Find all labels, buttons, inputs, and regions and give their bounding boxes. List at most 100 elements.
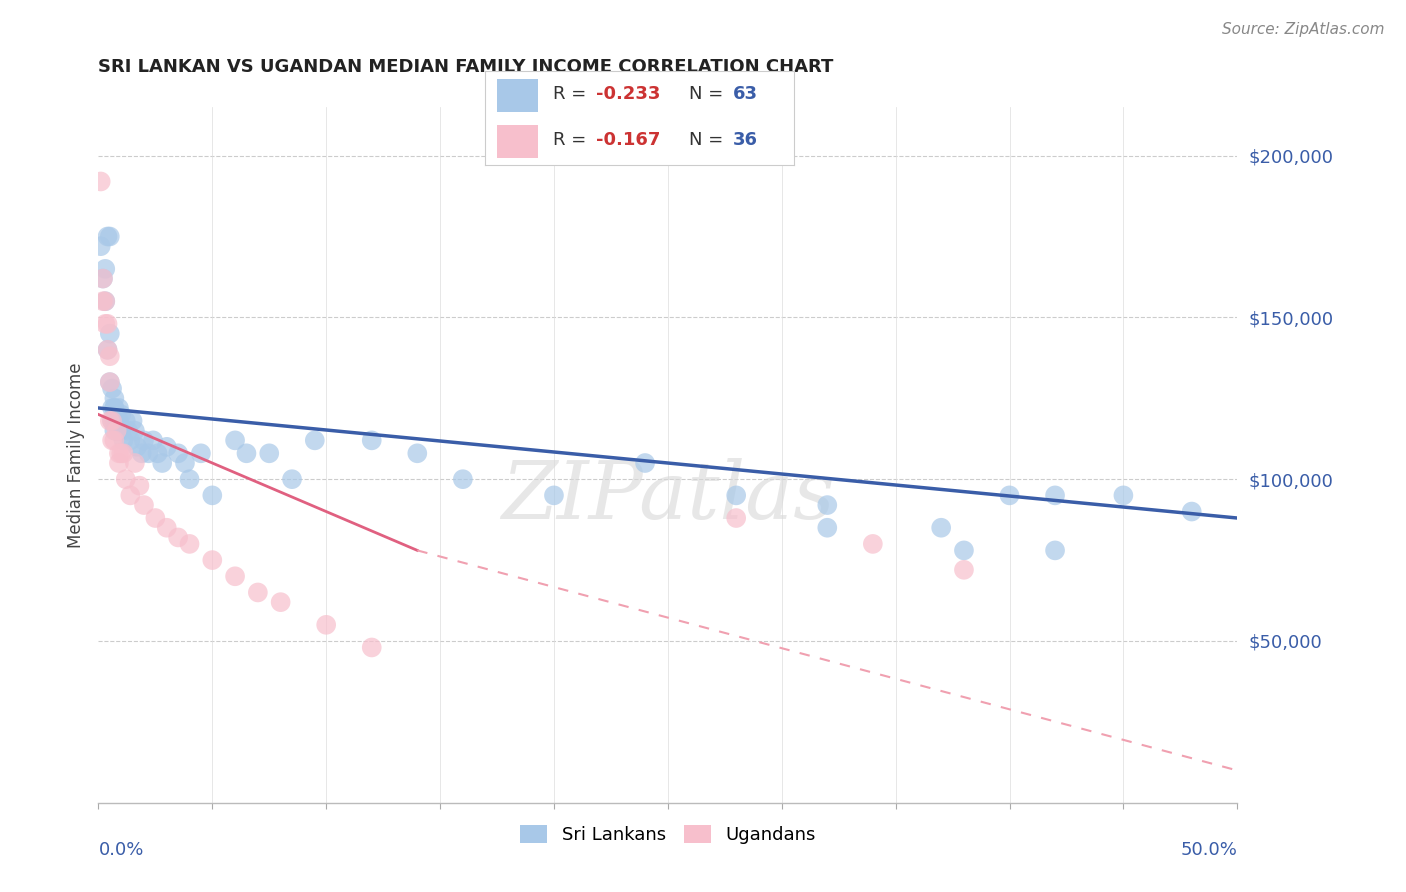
Sri Lankans — [281, 472, 304, 486]
Sri Lankans — [103, 424, 125, 438]
Text: 63: 63 — [733, 85, 758, 103]
Ugandans — [124, 456, 146, 470]
Ugandans — [91, 294, 114, 309]
Sri Lankans — [174, 456, 197, 470]
Legend: Sri Lankans, Ugandans: Sri Lankans, Ugandans — [510, 815, 825, 853]
Ugandans — [105, 424, 128, 438]
Text: 36: 36 — [733, 131, 758, 149]
Sri Lankans — [201, 488, 224, 502]
Sri Lankans — [360, 434, 382, 448]
Sri Lankans — [108, 414, 131, 428]
Ugandans — [315, 617, 337, 632]
Sri Lankans — [101, 382, 124, 396]
Ugandans — [98, 414, 121, 428]
Sri Lankans — [98, 326, 121, 341]
Ugandans — [270, 595, 292, 609]
Sri Lankans — [96, 343, 118, 357]
Ugandans — [98, 349, 121, 363]
Sri Lankans — [108, 401, 131, 415]
Text: -0.167: -0.167 — [596, 131, 661, 149]
Sri Lankans — [103, 401, 125, 415]
Sri Lankans — [108, 424, 131, 438]
Sri Lankans — [101, 414, 124, 428]
Sri Lankans — [110, 424, 132, 438]
Ugandans — [94, 317, 117, 331]
Text: R =: R = — [553, 131, 592, 149]
Sri Lankans — [406, 446, 429, 460]
Sri Lankans — [114, 414, 136, 428]
Ugandans — [145, 511, 167, 525]
Ugandans — [156, 521, 179, 535]
Sri Lankans — [451, 472, 474, 486]
Ugandans — [103, 434, 125, 448]
Sri Lankans — [156, 440, 179, 454]
Text: 0.0%: 0.0% — [98, 841, 143, 859]
Ugandans — [90, 174, 112, 188]
Ugandans — [725, 511, 748, 525]
Sri Lankans — [1043, 488, 1066, 502]
Text: SRI LANKAN VS UGANDAN MEDIAN FAMILY INCOME CORRELATION CHART: SRI LANKAN VS UGANDAN MEDIAN FAMILY INCO… — [98, 58, 834, 77]
Text: N =: N = — [689, 85, 730, 103]
Sri Lankans — [103, 401, 125, 415]
Ugandans — [224, 569, 246, 583]
Sri Lankans — [142, 434, 165, 448]
Sri Lankans — [190, 446, 212, 460]
Sri Lankans — [132, 434, 155, 448]
Sri Lankans — [120, 434, 142, 448]
Ugandans — [94, 294, 117, 309]
Text: R =: R = — [553, 85, 592, 103]
Sri Lankans — [235, 446, 257, 460]
Sri Lankans — [304, 434, 326, 448]
Sri Lankans — [953, 543, 976, 558]
Sri Lankans — [94, 294, 117, 309]
Sri Lankans — [90, 239, 112, 253]
Ugandans — [101, 434, 124, 448]
Sri Lankans — [725, 488, 748, 502]
Ugandans — [110, 446, 132, 460]
Ugandans — [128, 478, 150, 492]
Sri Lankans — [224, 434, 246, 448]
Sri Lankans — [998, 488, 1021, 502]
Sri Lankans — [124, 424, 146, 438]
Y-axis label: Median Family Income: Median Family Income — [66, 362, 84, 548]
Sri Lankans — [131, 446, 153, 460]
Sri Lankans — [1043, 543, 1066, 558]
Sri Lankans — [117, 424, 139, 438]
Ugandans — [98, 375, 121, 389]
FancyBboxPatch shape — [498, 78, 537, 112]
Sri Lankans — [179, 472, 201, 486]
Sri Lankans — [127, 440, 149, 454]
Ugandans — [96, 317, 118, 331]
Ugandans — [96, 343, 118, 357]
Ugandans — [201, 553, 224, 567]
Sri Lankans — [121, 414, 143, 428]
Sri Lankans — [110, 408, 132, 422]
Sri Lankans — [98, 229, 121, 244]
Ugandans — [91, 271, 114, 285]
Sri Lankans — [1181, 504, 1204, 518]
Sri Lankans — [112, 434, 135, 448]
Sri Lankans — [103, 414, 125, 428]
Sri Lankans — [96, 229, 118, 244]
Ugandans — [120, 488, 142, 502]
Sri Lankans — [1112, 488, 1135, 502]
Sri Lankans — [101, 401, 124, 415]
Text: N =: N = — [689, 131, 730, 149]
Text: Source: ZipAtlas.com: Source: ZipAtlas.com — [1222, 22, 1385, 37]
Sri Lankans — [91, 271, 114, 285]
Sri Lankans — [634, 456, 657, 470]
Sri Lankans — [815, 498, 838, 512]
Text: -0.233: -0.233 — [596, 85, 661, 103]
Ugandans — [953, 563, 976, 577]
Ugandans — [167, 531, 190, 545]
Ugandans — [114, 472, 136, 486]
Ugandans — [112, 446, 135, 460]
Sri Lankans — [259, 446, 281, 460]
Text: 50.0%: 50.0% — [1181, 841, 1237, 859]
Sri Lankans — [929, 521, 952, 535]
Ugandans — [101, 414, 124, 428]
Sri Lankans — [138, 446, 160, 460]
Ugandans — [108, 456, 131, 470]
Sri Lankans — [146, 446, 169, 460]
Sri Lankans — [98, 375, 121, 389]
